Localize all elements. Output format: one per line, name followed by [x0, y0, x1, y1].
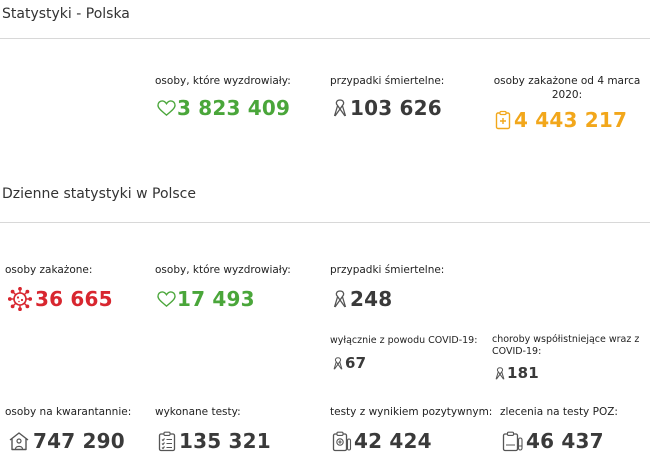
daily-comorbid-card: choroby współistniejące wraz z COVID-19:… [492, 334, 647, 382]
positive-test-icon [330, 431, 354, 452]
daily-comorbid-value: 181 [507, 364, 539, 382]
ribbon-icon [330, 98, 350, 118]
house-person-icon [5, 431, 33, 451]
daily-covid-only-label: wyłącznie z powodu COVID-19: [330, 335, 478, 346]
daily-infected-label: osoby zakażone: [5, 264, 93, 276]
daily-infected-value: 36 665 [35, 287, 113, 311]
section-title-poland: Statystyki - Polska [2, 6, 130, 22]
heart-icon [155, 99, 177, 117]
daily-tests-value: 135 321 [179, 429, 271, 453]
daily-poz-orders-label: zlecenia na testy POZ: [500, 406, 618, 418]
clipboard-icon [492, 110, 514, 130]
total-deaths-value: 103 626 [350, 96, 442, 120]
daily-covid-only-card: wyłącznie z powodu COVID-19: 67 [330, 334, 477, 372]
daily-comorbid-label: choroby współistniejące wraz z COVID-19: [492, 334, 640, 357]
daily-tests-label: wykonane testy: [155, 406, 241, 418]
divider [0, 38, 650, 39]
daily-recovered-label: osoby, które wyzdrowiały: [155, 264, 291, 276]
daily-quarantine-card: osoby na kwarantannie: 747 290 [5, 405, 131, 453]
total-recovered-label: osoby, które wyzdrowiały: [155, 75, 291, 87]
daily-positive-tests-value: 42 424 [354, 429, 432, 453]
ribbon-icon [330, 289, 350, 309]
daily-quarantine-value: 747 290 [33, 429, 125, 453]
total-recovered-value: 3 823 409 [177, 96, 291, 120]
daily-recovered-value: 17 493 [177, 287, 255, 311]
total-deaths-label: przypadki śmiertelne: [330, 75, 445, 87]
poz-order-icon [500, 431, 526, 452]
total-recovered-card: osoby, które wyzdrowiały: 3 823 409 [155, 74, 291, 120]
daily-positive-tests-card: testy z wynikiem pozytywnym: 42 424 [330, 405, 492, 453]
total-deaths-card: przypadki śmiertelne: 103 626 [330, 74, 444, 120]
ribbon-icon [330, 356, 345, 371]
section-title-daily: Dzienne statystyki w Polsce [2, 186, 196, 202]
daily-tests-card: wykonane testy: 135 321 [155, 405, 271, 453]
heart-icon [155, 290, 177, 308]
checklist-icon [155, 431, 179, 452]
virus-icon [5, 287, 35, 311]
daily-covid-only-value: 67 [345, 354, 367, 372]
daily-quarantine-label: osoby na kwarantannie: [5, 406, 132, 418]
daily-infected-card: osoby zakażone: 36 665 [5, 263, 113, 311]
daily-deaths-value: 248 [350, 287, 393, 311]
daily-deaths-label: przypadki śmiertelne: [330, 264, 445, 276]
total-infected-value: 4 443 217 [514, 108, 628, 132]
daily-deaths-card: przypadki śmiertelne: 248 [330, 263, 444, 311]
ribbon-icon [492, 366, 507, 381]
daily-recovered-card: osoby, które wyzdrowiały: 17 493 [155, 263, 291, 311]
daily-positive-tests-label: testy z wynikiem pozytywnym: [330, 406, 493, 418]
daily-poz-orders-card: zlecenia na testy POZ: 46 437 [500, 405, 618, 453]
total-infected-card: osoby zakażone od 4 marca 2020: 4 443 21… [492, 74, 642, 132]
divider [0, 222, 650, 223]
daily-poz-orders-value: 46 437 [526, 429, 604, 453]
total-infected-label: osoby zakażone od 4 marca 2020: [493, 75, 641, 101]
